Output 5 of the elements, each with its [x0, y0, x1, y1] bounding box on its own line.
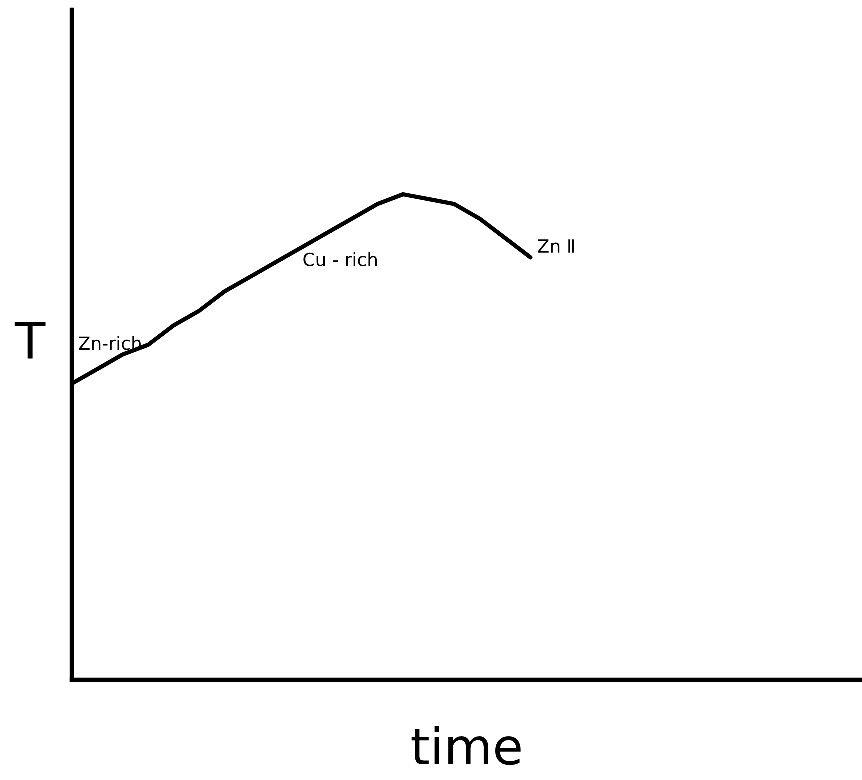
- y-axis-title: T: [14, 322, 46, 359]
- annotation: Zn-rich: [79, 336, 141, 350]
- annotation: Zn Ⅱ: [538, 240, 574, 253]
- annotation: Cu - rich: [304, 252, 377, 266]
- x-axis-title: time: [412, 726, 521, 766]
